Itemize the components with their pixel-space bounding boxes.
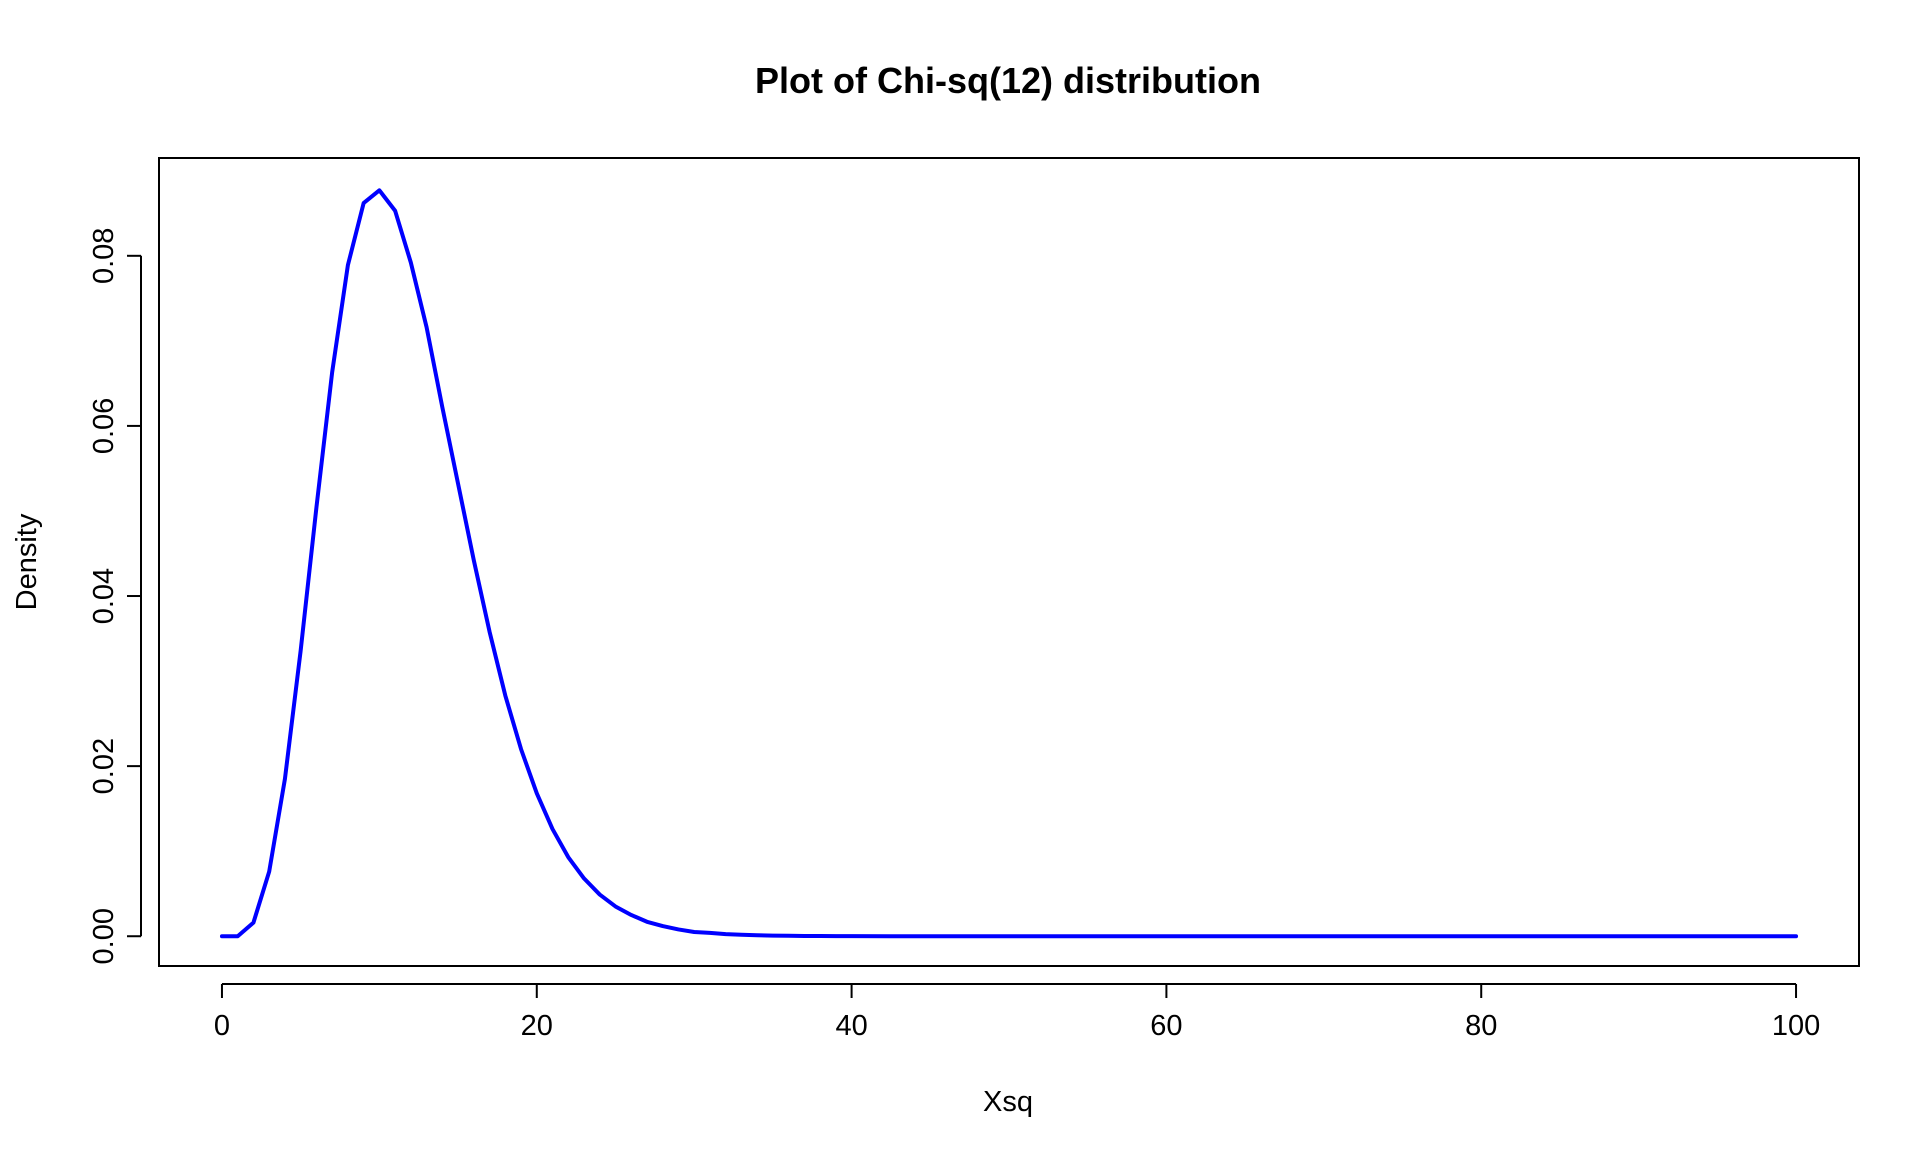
series-layer	[219, 188, 1799, 939]
y-tick-label: 0.04	[88, 568, 120, 624]
x-tick-label: 60	[1150, 1010, 1182, 1042]
x-tick-label: 20	[521, 1010, 553, 1042]
x-tick-label: 100	[1772, 1010, 1820, 1042]
plot-frame	[158, 157, 1860, 967]
y-tick-label: 0.02	[88, 738, 120, 794]
x-axis-label: Xsq	[983, 1086, 1033, 1118]
x-axis: 0 20 40 60 80 100	[214, 983, 1820, 1042]
y-tick-label: 0.06	[88, 398, 120, 454]
chart-title: Plot of Chi-sq(12) distribution	[755, 60, 1261, 101]
y-axis: 0.00 0.02 0.04 0.06 0.08	[88, 228, 142, 964]
x-tick-label: 0	[214, 1010, 230, 1042]
y-tick-label: 0.00	[88, 908, 120, 964]
x-tick-label: 40	[835, 1010, 867, 1042]
y-tick-label: 0.08	[88, 228, 120, 284]
x-tick-label: 80	[1465, 1010, 1497, 1042]
series-line	[219, 188, 1799, 939]
y-axis-label: Density	[11, 513, 43, 610]
